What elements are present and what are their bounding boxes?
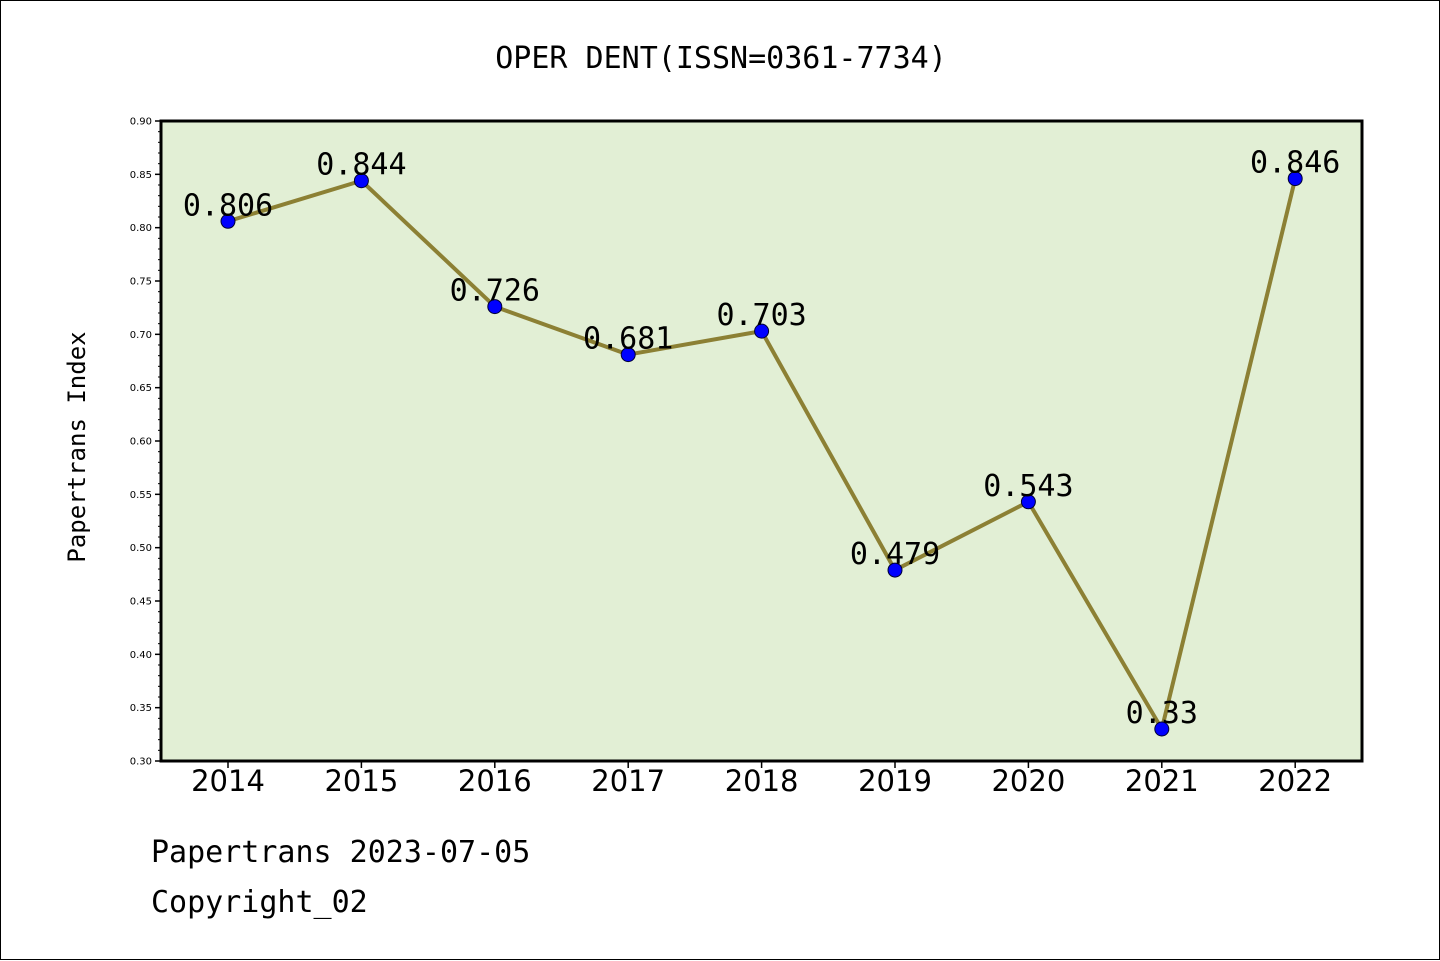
footer-date: Papertrans 2023-07-05 [151, 835, 531, 870]
y-tick-label: 0.60 [130, 437, 152, 448]
x-tick-label: 2015 [324, 764, 398, 798]
x-tick-label: 2020 [991, 764, 1065, 798]
footer-copyright: Copyright_02 [151, 885, 368, 920]
y-tick-label: 0.30 [130, 757, 152, 768]
data-point-2022 [1287, 171, 1303, 187]
data-label-2017: 0.681 [583, 322, 673, 357]
y-tick-label: 0.35 [130, 703, 152, 714]
data-label-2018: 0.703 [716, 298, 806, 333]
y-tick-label: 0.75 [130, 277, 152, 288]
y-tick-label: 0.50 [130, 543, 152, 554]
data-label-2014: 0.806 [183, 188, 273, 223]
data-label-2021: 0.33 [1126, 696, 1198, 731]
plot-border [159, 119, 1364, 763]
data-label-2019: 0.479 [850, 537, 940, 572]
y-axis-label: Papertrans Index [63, 331, 91, 562]
x-axis: 2014 2015 2016 2017 2018 2019 2020 2021 2022 [191, 761, 1332, 798]
data-point-2016 [487, 299, 503, 315]
y-tick-label: 0.85 [130, 170, 152, 181]
y-tick-label: 0.80 [130, 223, 152, 234]
y-axis: 0.30 0.35 0.40 0.45 0.50 0.55 0.60 0.65 0.70 0.75… [130, 117, 161, 768]
plot-area [161, 121, 1362, 761]
y-tick-label: 0.65 [130, 383, 152, 394]
data-point-2017 [620, 347, 636, 363]
y-tick-label: 0.45 [130, 597, 152, 608]
data-label-2020: 0.543 [983, 469, 1073, 504]
x-tick-label: 2018 [725, 764, 799, 798]
x-tick-label: 2019 [858, 764, 932, 798]
y-tick-label: 0.40 [130, 650, 152, 661]
data-label-2022: 0.846 [1250, 146, 1340, 181]
y-tick-label: 0.70 [130, 330, 152, 341]
data-point-2018 [754, 323, 770, 339]
series-layer: 0.806 0.844 0.726 0.681 0.703 0.479 0.543 0.33 0… [183, 146, 1340, 737]
y-tick-label: 0.90 [130, 117, 152, 128]
data-point-2020 [1020, 494, 1036, 510]
x-tick-label: 2021 [1125, 764, 1199, 798]
data-point-2015 [353, 173, 369, 189]
data-point-2021 [1154, 721, 1170, 737]
data-label-2016: 0.726 [450, 274, 540, 309]
data-point-2014 [220, 213, 236, 229]
x-tick-label: 2016 [458, 764, 532, 798]
data-point-2019 [887, 562, 903, 578]
data-label-2015: 0.844 [316, 148, 406, 183]
chart-title: OPER DENT(ISSN=0361-7734) [495, 41, 947, 76]
x-tick-label: 2014 [191, 764, 265, 798]
x-tick-label: 2022 [1258, 764, 1332, 798]
x-tick-label: 2017 [591, 764, 665, 798]
y-tick-label: 0.55 [130, 490, 152, 501]
